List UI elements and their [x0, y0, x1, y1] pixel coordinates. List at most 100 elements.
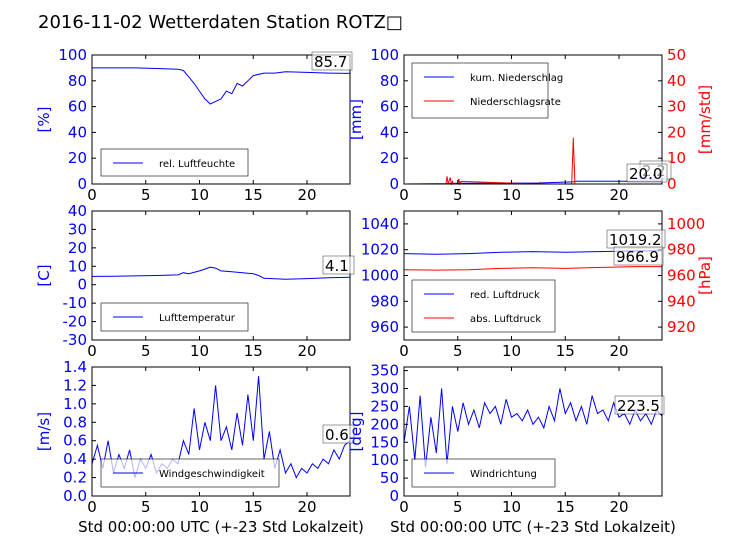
- y-tick-label: 60: [68, 98, 87, 116]
- y-tick-label: 80: [68, 72, 87, 90]
- y-tick-label: 20: [380, 149, 399, 167]
- legend-label: red. Luftdruck: [470, 290, 540, 301]
- x-tick-label: 5: [141, 342, 151, 360]
- legend: rel. Luftfeuchte: [100, 148, 249, 177]
- y-tick-label: 0.8: [63, 413, 87, 431]
- axes-frame: [91, 210, 351, 341]
- x-tick-label: 10: [502, 498, 521, 516]
- series-line-rel-Luftfeuchte: [92, 67, 351, 105]
- legend-label: Windrichtung: [470, 469, 537, 480]
- y-tick-label: 300: [370, 380, 399, 398]
- panel-bottom-right: 0 5 10 15 20050100150200250300350[deg]Windri…: [347, 362, 665, 516]
- y-tick-label: 150: [370, 433, 399, 451]
- x-axis-label-left: Std 00:00:00 UTC (+-23 Std Lokalzeit): [78, 518, 364, 536]
- x-tick-label: 15: [244, 342, 263, 360]
- y-tick-label: 40: [380, 123, 399, 141]
- y2-tick-label: 40: [667, 72, 686, 90]
- y-tick-label: 0.2: [63, 469, 87, 487]
- value-annotation-box: [322, 255, 355, 275]
- value-annotation: 85.7: [314, 53, 347, 71]
- y-tick-label: 10: [68, 257, 87, 275]
- y2-tick-label: 1000: [667, 215, 705, 233]
- x-tick-label: 10: [190, 342, 209, 360]
- y-tick-label: 40: [68, 123, 87, 141]
- x-tick-label: 5: [141, 186, 151, 204]
- y2-tick-label: 960: [667, 267, 696, 285]
- panel-middle-right: 0 5 10 15 20 960 980 1000 1020 1040 920 940 960 980 10…: [361, 210, 714, 360]
- y-tick-label: 50: [380, 469, 399, 487]
- x-tick-label: 10: [190, 186, 209, 204]
- y-tick-label: 350: [370, 362, 399, 380]
- panel-top-left: 0 5 10 15 20 0 20 40 60 80 100 [%] rel. Luftfeuchte 8…: [35, 46, 353, 204]
- y-tick-label: 1020: [361, 241, 399, 259]
- y-tick-label: 100: [370, 46, 399, 64]
- value-annotation-box: [614, 395, 665, 415]
- x-tick-label: 15: [244, 186, 263, 204]
- y2-tick-label: 0: [667, 175, 677, 193]
- y-axis-label: [m/s]: [35, 412, 53, 451]
- value-annotation-box: [613, 246, 664, 266]
- y-tick-label: 40: [68, 202, 87, 220]
- y-tick-label: 0: [389, 175, 399, 193]
- y-tick-label: 20: [68, 149, 87, 167]
- legend-label: Niederschlagsrate: [470, 97, 561, 108]
- x-tick-label: 20: [297, 186, 316, 204]
- x-tick-label: 10: [502, 186, 521, 204]
- y-tick-label: 100: [370, 451, 399, 469]
- x-tick-label: 5: [453, 342, 463, 360]
- x-tick-label: 0: [399, 498, 409, 516]
- x-tick-label: 0: [87, 498, 97, 516]
- y-tick-label: -10: [63, 294, 88, 312]
- x-tick-label: 10: [502, 342, 521, 360]
- y-tick-label: 0.0: [63, 487, 87, 505]
- x-tick-label: 20: [609, 498, 628, 516]
- legend-box: [411, 62, 549, 119]
- y-axis-label: [C]: [35, 264, 53, 286]
- y-tick-label: 0.4: [63, 450, 87, 468]
- y-tick-label: 60: [380, 98, 399, 116]
- value-annotation: 223.5: [617, 397, 660, 415]
- legend: Windgeschwindigkeit: [100, 458, 280, 488]
- axes-frame: [91, 54, 351, 185]
- panel-top-right: 0 5 10 15 20 0 20 40 60 80 100 0 10 20 30 40 50 [mm] [mm/s…: [347, 46, 714, 204]
- legend: Lufttemperatur: [100, 302, 249, 332]
- legend-label: kum. Niederschlag: [470, 73, 563, 84]
- y-tick-label: 200: [370, 415, 399, 433]
- legend-label: Windgeschwindigkeit: [159, 469, 265, 480]
- panel-bottom-left: 0 5 10 15 200.00.20.40.60.81.01.21.4[m/s]Win…: [35, 358, 355, 516]
- axes-frame: [403, 54, 663, 185]
- panel-middle-left: 0 5 10 15 20-30-20-10010203040[C]Lufttempera…: [35, 202, 355, 360]
- x-tick-label: 20: [609, 186, 628, 204]
- y-tick-label: 1000: [361, 267, 399, 285]
- value-annotation-box: [322, 424, 355, 444]
- y-tick-label: 80: [380, 72, 399, 90]
- y-tick-label: 1.2: [63, 376, 87, 394]
- value-annotation: 0.6: [325, 426, 349, 444]
- x-tick-label: 10: [190, 498, 209, 516]
- legend-label: abs. Luftdruck: [470, 314, 541, 325]
- x-tick-label: 0: [87, 186, 97, 204]
- y-tick-label: -30: [63, 331, 88, 349]
- y2-axis-label: [mm/std]: [696, 85, 714, 154]
- legend-box: [411, 279, 556, 333]
- y-axis-label: [%]: [35, 107, 53, 133]
- axes-frame: [403, 366, 663, 497]
- y2-tick-label: 920: [667, 318, 696, 336]
- x-tick-label: 20: [297, 342, 316, 360]
- legend: kum. Niederschlag Niederschlagsrate: [411, 62, 563, 119]
- x-tick-label: 20: [297, 498, 316, 516]
- y-tick-label: 30: [68, 220, 87, 238]
- y-tick-label: 980: [370, 292, 399, 310]
- series-line-Niederschlagsrate: [404, 137, 662, 186]
- y-tick-label: 0: [389, 487, 399, 505]
- value-annotation: 1019.2: [609, 231, 662, 249]
- x-tick-label: 15: [556, 342, 575, 360]
- y-tick-label: 100: [58, 46, 87, 64]
- legend-label: Lufttemperatur: [159, 313, 236, 324]
- legend: Windrichtung: [411, 458, 556, 488]
- y-tick-label: 960: [370, 318, 399, 336]
- x-tick-label: 5: [141, 498, 151, 516]
- y2-tick-label: 50: [667, 46, 686, 64]
- y-axis-label: [mm]: [347, 99, 365, 140]
